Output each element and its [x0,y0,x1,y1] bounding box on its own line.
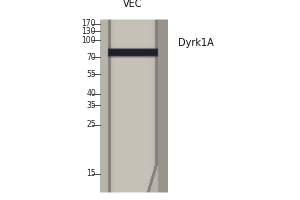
Text: 15: 15 [86,169,96,178]
Text: 70: 70 [86,53,96,62]
Text: Dyrk1A: Dyrk1A [178,38,214,48]
Text: 170: 170 [82,19,96,28]
Text: 35: 35 [86,101,96,110]
Text: 25: 25 [86,120,96,129]
Text: VEC: VEC [123,0,143,9]
Text: 55: 55 [86,70,96,79]
Text: 40: 40 [86,89,96,98]
Text: 130: 130 [82,27,96,36]
Text: 100: 100 [82,36,96,45]
